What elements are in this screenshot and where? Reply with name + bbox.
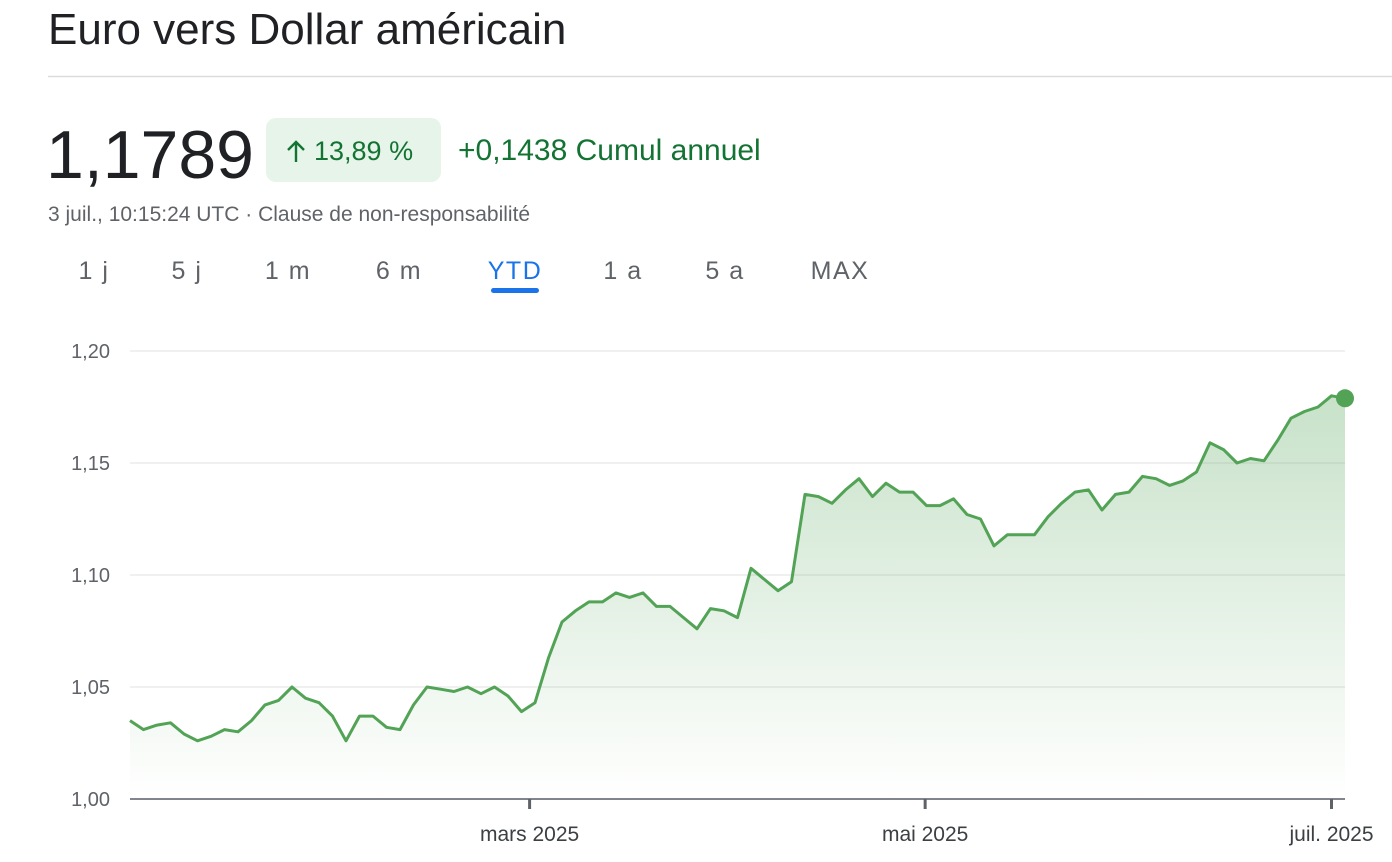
range-tab[interactable]: 1 j xyxy=(79,257,110,285)
active-tab-indicator xyxy=(491,288,539,293)
x-tick-label: mai 2025 xyxy=(882,823,968,846)
range-tab[interactable]: 5 a xyxy=(705,257,744,285)
price-line xyxy=(129,394,1346,743)
x-tick-label: mars 2025 xyxy=(480,823,579,846)
up-arrow xyxy=(287,140,305,162)
price: 1,1789 xyxy=(46,117,254,193)
change-absolute: +0,1438 Cumul annuel xyxy=(458,134,761,167)
title: Euro vers Dollar américain xyxy=(48,5,566,54)
y-tick-label: 1,15 xyxy=(71,453,110,475)
range-tab[interactable]: 5 j xyxy=(172,257,203,285)
last-point xyxy=(1336,389,1354,408)
chart: 1,00 1,05 1,10 1,15 1,20 mars 2025 mai 2025 jui… xyxy=(71,341,1373,846)
y-tick-label: 1,20 xyxy=(71,341,110,363)
timestamp: 3 juil., 10:15:24 UTC · Clause de non-re… xyxy=(48,203,530,226)
range-tab[interactable]: 6 m xyxy=(376,257,422,285)
y-tick-label: 1,10 xyxy=(71,565,110,587)
x-tick-label: juil. 2025 xyxy=(1288,823,1373,846)
change-badge xyxy=(266,118,441,182)
change-percent: 13,89 % xyxy=(314,136,413,166)
y-tick-label: 1,05 xyxy=(71,677,110,699)
area xyxy=(130,395,1345,799)
range-tab[interactable]: 1 a xyxy=(603,257,642,285)
range-tab[interactable]: YTD xyxy=(488,257,543,285)
range-tab[interactable]: MAX xyxy=(811,257,870,285)
range-tabs: 1 j 5 j 1 m 6 m YTD 1 a 5 a MAX xyxy=(79,257,870,293)
y-tick-label: 1,00 xyxy=(71,789,110,811)
range-tab[interactable]: 1 m xyxy=(265,257,311,285)
